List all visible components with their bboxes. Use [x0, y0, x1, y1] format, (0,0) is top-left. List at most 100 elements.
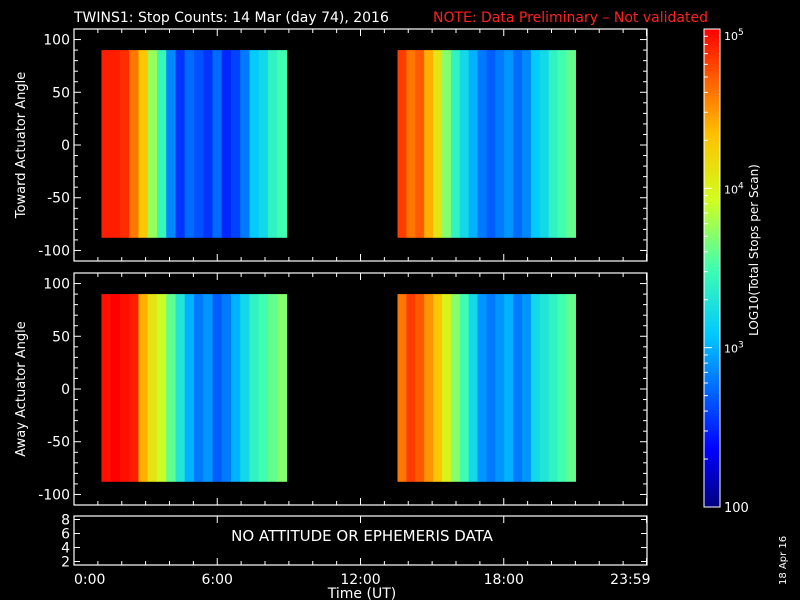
away-axes: -100 -50 0 50 100 [38, 273, 648, 505]
x-tick-label: 0:00 [74, 572, 105, 588]
colorbar-ticks: 100 103 104 105 [704, 28, 749, 516]
away-heat-column [101, 294, 112, 482]
away-heat-column [557, 294, 568, 482]
x-tick-label: 23:59 [610, 572, 650, 588]
toward-heat-column [203, 50, 214, 238]
away-heat-column [468, 294, 479, 482]
toward-heat-column [566, 50, 576, 238]
colorbar-label-text: LOG10(Total Stops per Scan) [747, 164, 761, 336]
toward-heat-column [415, 50, 425, 238]
toward-axes: -100 -50 0 50 100 [38, 29, 648, 261]
away-heat-column [175, 294, 186, 482]
toward-heat-column [433, 50, 443, 238]
away-heat-column [441, 294, 452, 482]
toward-heat-column [212, 50, 223, 238]
away-heat-column [548, 294, 559, 482]
toward-heat-column [240, 50, 251, 238]
away-heat-column [221, 294, 232, 482]
ephemeris-y-tick-label: 8 [61, 513, 70, 529]
toward-heat-column [468, 50, 479, 238]
away-heat-column [397, 294, 407, 482]
ephemeris-y-tick-label: 6 [61, 527, 70, 543]
toward-heat-column [504, 50, 514, 238]
toward-heat-column [459, 50, 470, 238]
preliminary-note: NOTE: Data Preliminary – Not validated [433, 10, 708, 26]
away-y-label: Away Actuator Angle [14, 321, 29, 456]
toward-heat-column [110, 50, 121, 238]
toward-y-tick-label: 0 [61, 138, 70, 154]
ephemeris-y-tick-label: 4 [61, 541, 70, 557]
toward-y-label: Toward Actuator Angle [14, 72, 29, 219]
toward-heat-column [249, 50, 260, 238]
away-heat-column [147, 294, 158, 482]
away-heat-column [539, 294, 550, 482]
away-heat-column [129, 294, 140, 482]
toward-heat-column [193, 50, 204, 238]
away-heat-column [258, 294, 269, 482]
x-axis-label: Time (UT) [327, 586, 396, 600]
toward-heat-column [166, 50, 177, 238]
away-heat-column [415, 294, 425, 482]
toward-heat-column [513, 50, 523, 238]
date-stamp: 18 Apr 16 [778, 536, 789, 585]
toward-heat-column [495, 50, 505, 238]
away-heat-column [119, 294, 130, 482]
away-heat-column [495, 294, 505, 482]
away-heat-column [277, 294, 288, 482]
away-heat-column [459, 294, 470, 482]
away-heat-column [522, 294, 532, 482]
away-heat-column [477, 294, 488, 482]
away-heat-column [566, 294, 576, 482]
away-heat-column [504, 294, 514, 482]
away-heat-column [240, 294, 251, 482]
away-heatmap [101, 294, 576, 482]
colorbar-tick-label: 105 [724, 28, 744, 43]
colorbar-tick-label: 103 [724, 341, 744, 356]
toward-heat-column [156, 50, 167, 238]
x-tick-label: 6:00 [202, 572, 233, 588]
toward-heat-column [477, 50, 488, 238]
away-heat-column [230, 294, 241, 482]
away-y-tick-label: -100 [38, 487, 70, 503]
toward-heat-column [450, 50, 461, 238]
toward-y-tick-label: -50 [47, 191, 70, 207]
toward-heat-column [441, 50, 452, 238]
toward-heat-column [557, 50, 568, 238]
away-heat-column [530, 294, 541, 482]
x-tick-label: 18:00 [484, 572, 524, 588]
toward-heat-column [138, 50, 149, 238]
toward-heatmap [101, 50, 576, 238]
away-y-tick-label: 100 [43, 277, 70, 293]
colorbar-gradient [704, 29, 720, 507]
away-y-tick-label: 50 [52, 329, 70, 345]
away-y-tick-label: 0 [61, 382, 70, 398]
toward-heat-column [258, 50, 269, 238]
colorbar-tick-label: 100 [724, 501, 749, 516]
x-tick-label: 12:00 [340, 572, 380, 588]
toward-heat-column [129, 50, 140, 238]
toward-heat-column [221, 50, 232, 238]
away-heat-column [450, 294, 461, 482]
toward-heat-column [267, 50, 278, 238]
toward-y-tick-label: 100 [43, 33, 70, 49]
away-heat-column [212, 294, 223, 482]
toward-heat-column [147, 50, 158, 238]
away-heat-column [406, 294, 416, 482]
toward-heat-column [530, 50, 541, 238]
toward-heat-column [175, 50, 186, 238]
toward-heat-column [101, 50, 112, 238]
away-heat-column [156, 294, 167, 482]
away-heat-column [249, 294, 260, 482]
away-heat-column [203, 294, 214, 482]
away-heat-column [184, 294, 195, 482]
away-y-tick-label: -50 [47, 435, 70, 451]
toward-heat-column [424, 50, 434, 238]
toward-heat-column [397, 50, 407, 238]
away-heat-column [166, 294, 177, 482]
toward-heat-column [277, 50, 288, 238]
away-heat-column [267, 294, 278, 482]
toward-heat-column [406, 50, 416, 238]
chart-title: TWINS1: Stop Counts: 14 Mar (day 74), 20… [73, 10, 389, 26]
away-heat-column [433, 294, 443, 482]
